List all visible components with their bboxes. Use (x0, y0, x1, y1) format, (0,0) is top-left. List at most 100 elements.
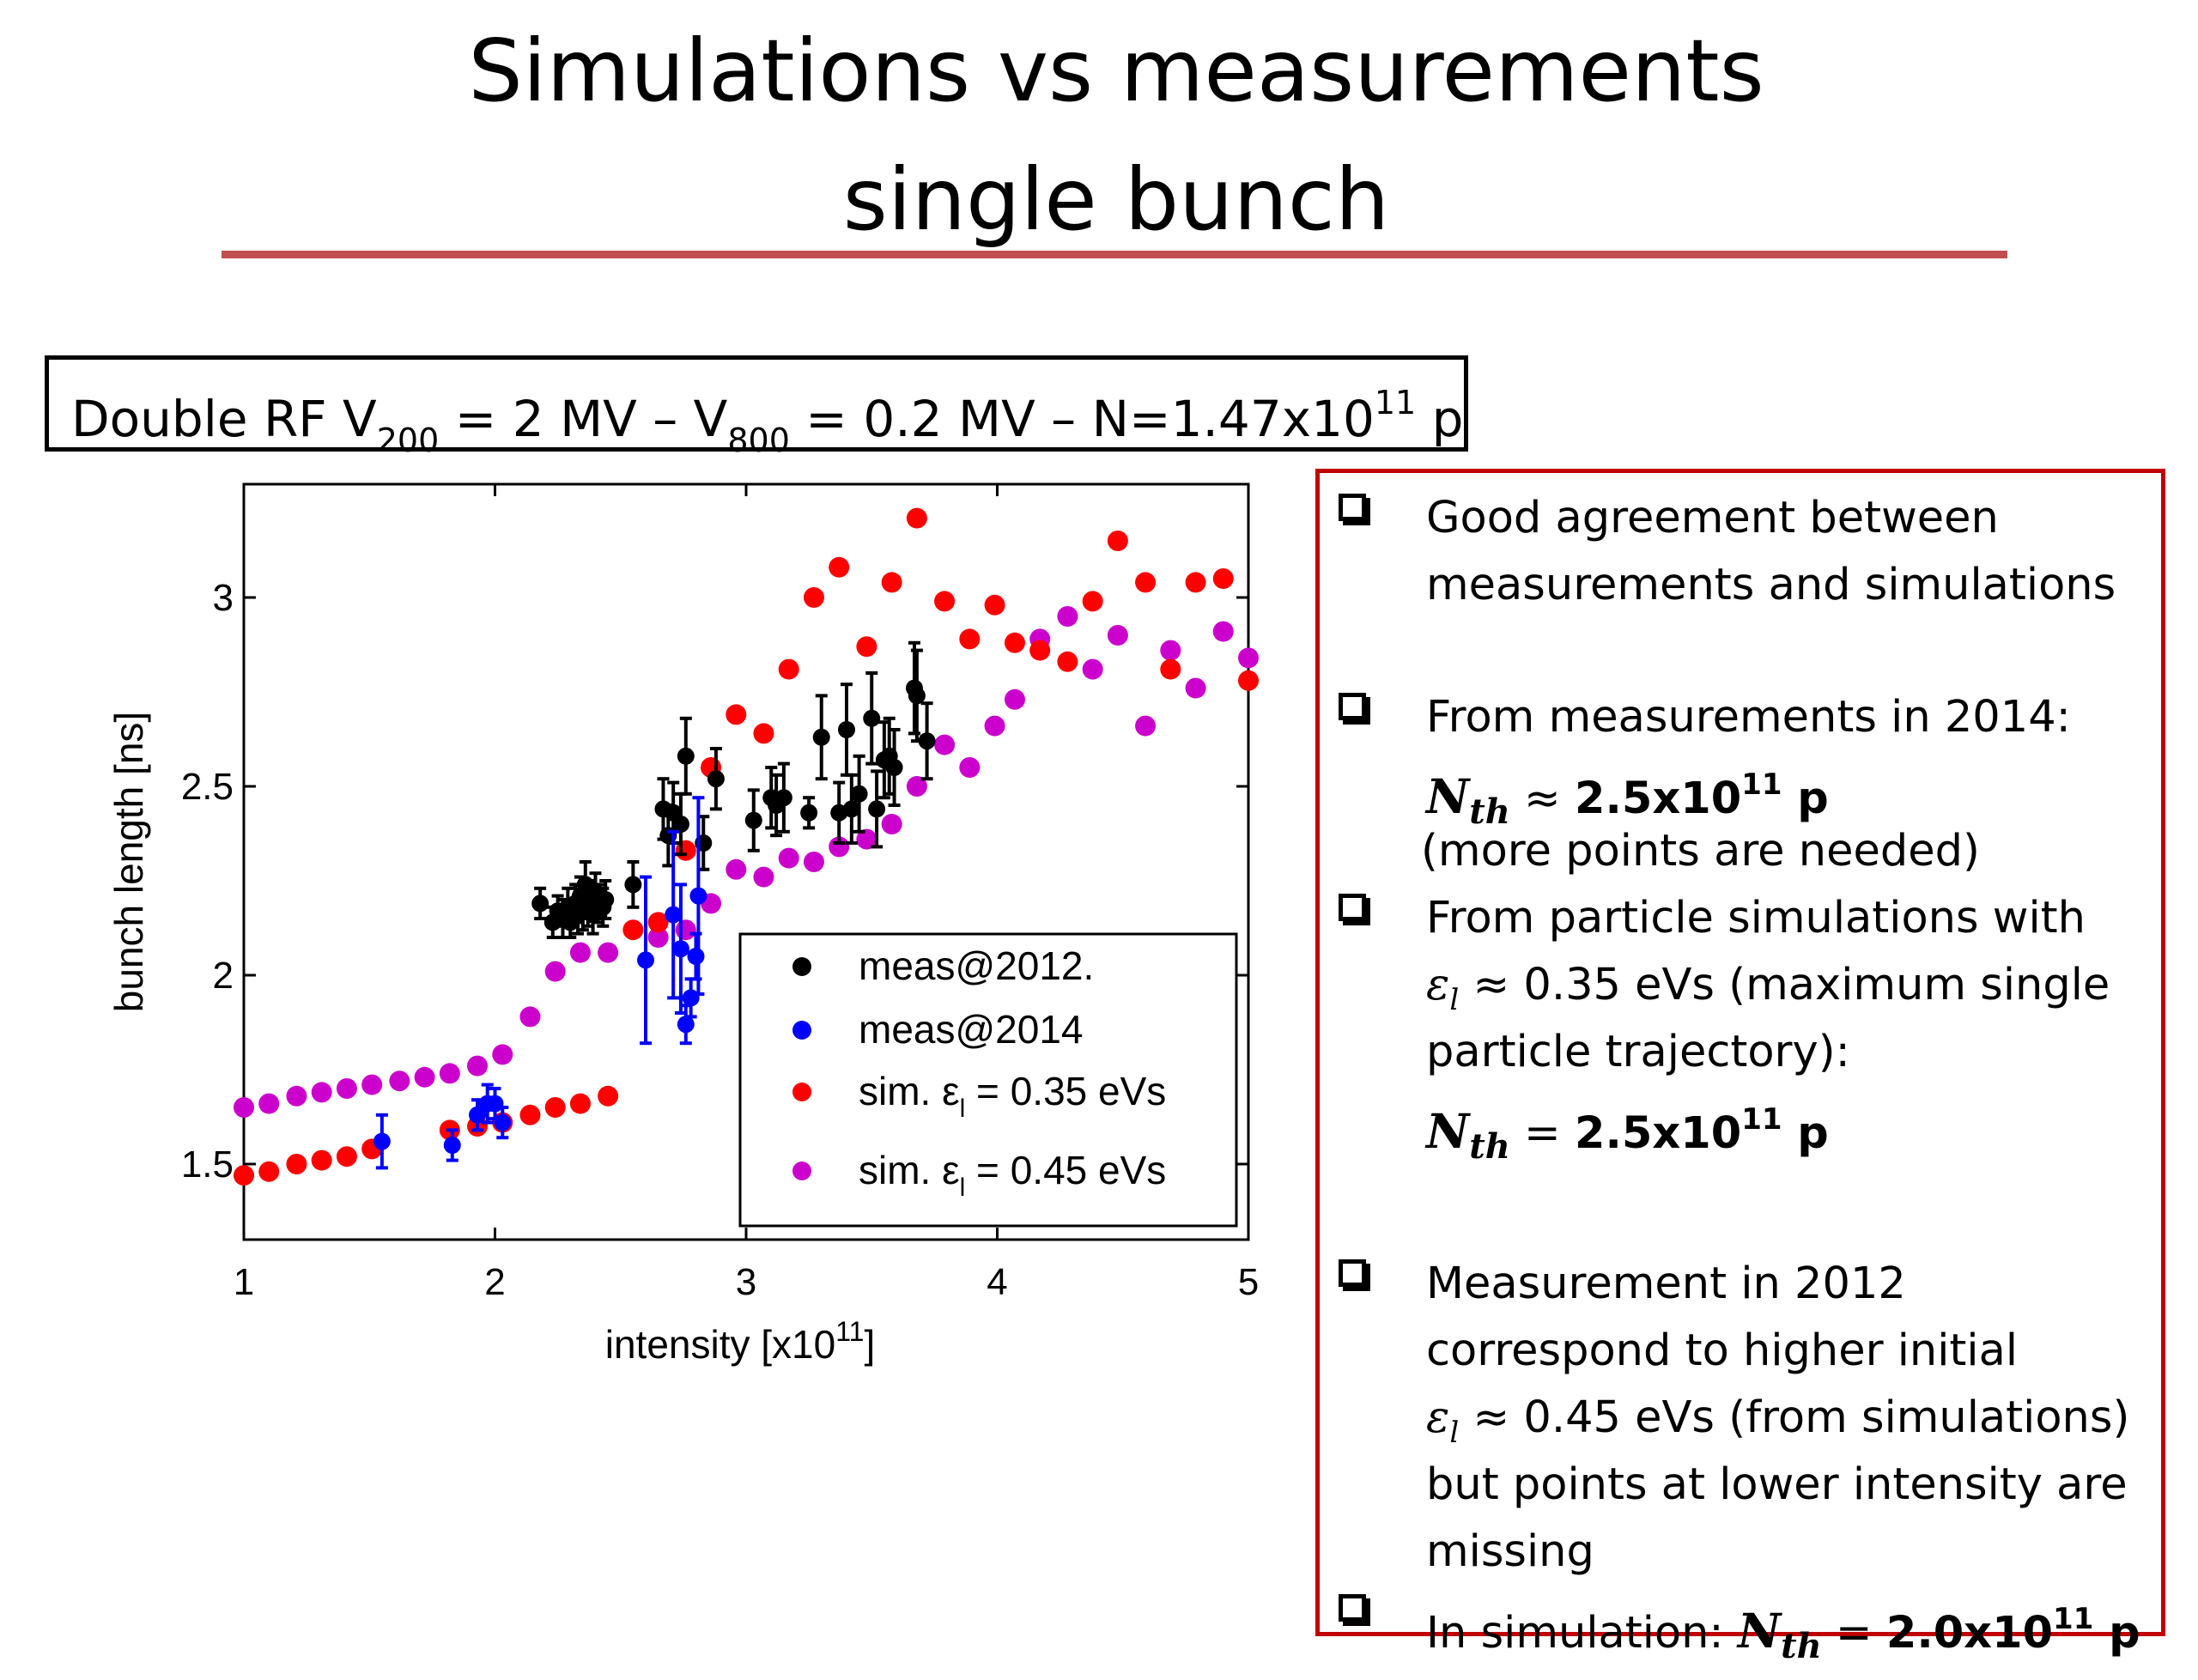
data-point (569, 942, 591, 963)
data-point (1135, 572, 1157, 593)
y-tick-label: 2.5 (181, 766, 234, 808)
data-point (637, 951, 654, 969)
n-letter: N (1737, 1603, 1782, 1659)
legend-marker (792, 957, 811, 976)
n-sub: th (1781, 1626, 1822, 1666)
data-point (744, 811, 762, 829)
data-point (597, 891, 615, 908)
data-point (414, 1066, 435, 1088)
x-tick-label: 3 (736, 1261, 756, 1303)
note-4-line-2: correspond to higher initial (1426, 1325, 2018, 1376)
note-3-line-4: Nth = 2.5x1011 p (1426, 1086, 1829, 1180)
value-unit: p (1782, 1108, 1829, 1159)
data-point (984, 715, 1005, 737)
approx-op: ≈ (1509, 773, 1575, 824)
data-point (665, 906, 683, 924)
eps-sub: l (1449, 1416, 1460, 1450)
n-th-symbol: Nth (1737, 1603, 1822, 1666)
data-point (492, 1044, 513, 1065)
value-base: 2.0x10 (1885, 1608, 2054, 1659)
legend-label-text: sim. ε (859, 1148, 960, 1192)
x-tick-label: 5 (1238, 1261, 1259, 1303)
value: 2.5x1011 p (1575, 767, 1829, 824)
value-unit: p (2093, 1608, 2140, 1659)
data-point (959, 628, 981, 650)
n-letter: N (1426, 1103, 1470, 1159)
data-point (934, 734, 956, 755)
data-point (812, 728, 830, 746)
value-exp: 11 (1741, 1102, 1782, 1137)
legend-label-end: = 0.45 eVs (965, 1148, 1166, 1192)
data-point (850, 785, 868, 803)
data-point (885, 759, 903, 776)
data-point (286, 1154, 307, 1174)
data-point (531, 895, 550, 913)
data-point (443, 1137, 461, 1154)
note-1-line-2: measurements and simulations (1426, 560, 2116, 610)
note-3-line-1: From particle simulations with (1426, 893, 2086, 943)
title-line-2: single bunch (842, 149, 1390, 250)
data-point (838, 721, 855, 738)
note-4-line-5: missing (1426, 1526, 1594, 1577)
data-point (803, 852, 824, 872)
data-point (918, 732, 936, 750)
data-point (1082, 658, 1103, 680)
value: 2.5x1011 p (1575, 1102, 1829, 1159)
checkbox-icon (1339, 1594, 1366, 1622)
axis-ticks: 1 2 3 4 5 1.5 2 2.5 3 (181, 484, 1259, 1303)
data-point (1212, 568, 1234, 589)
n-th-symbol: Nth (1426, 1103, 1510, 1167)
data-point (726, 858, 747, 880)
data-point (1082, 591, 1103, 612)
cond-text-1: Double RF V (71, 390, 377, 448)
cond-sup-1: 11 (1374, 384, 1417, 422)
data-point (622, 919, 644, 941)
data-point (671, 940, 689, 958)
series-3 (234, 606, 1259, 1118)
note-3-line-3: particle trajectory): (1426, 1027, 1850, 1077)
title-line-1: Simulations vs measurements (468, 21, 1764, 121)
n-sub: th (1469, 1126, 1510, 1167)
legend-label: sim. εl = 0.45 eVs (859, 1148, 1166, 1202)
checkbox-icon (1339, 894, 1366, 921)
data-point (868, 800, 886, 818)
data-point (753, 723, 774, 744)
checkbox-icon (1339, 494, 1366, 521)
data-point (361, 1074, 383, 1095)
data-point (234, 1165, 254, 1186)
checkbox-icon (1339, 693, 1366, 720)
data-point (258, 1093, 280, 1114)
data-point (1160, 658, 1181, 680)
data-point (439, 1063, 460, 1084)
cond-text-2: = 2 MV – V (439, 390, 728, 448)
data-point (467, 1055, 489, 1077)
legend-marker (792, 1083, 811, 1101)
data-point (774, 789, 792, 807)
data-point (469, 1106, 487, 1124)
data-point (829, 556, 850, 578)
y-tick-label: 3 (213, 577, 234, 619)
y-tick-label: 2 (213, 955, 234, 997)
data-point (1107, 625, 1128, 646)
data-point (598, 942, 619, 963)
data-point (1057, 606, 1078, 627)
data-point (1185, 677, 1206, 699)
data-point (677, 747, 695, 765)
data-point (1029, 640, 1051, 661)
note-5-line-1: In simulation: Nth = 2.0x1011 p (1426, 1586, 2140, 1680)
series-1 (373, 796, 707, 1170)
epsilon-symbol: εl (1426, 960, 1459, 1017)
data-point (778, 847, 799, 869)
note-4-line-4: but points at lower intensity are (1426, 1459, 2128, 1510)
data-point (778, 658, 799, 680)
eps-sub: l (1449, 983, 1460, 1017)
data-point (519, 1006, 541, 1028)
data-point (908, 687, 926, 705)
chart-marks (234, 507, 1259, 1186)
x-axis-label-text: intensity [x10 (605, 1322, 835, 1367)
legend-box (738, 932, 1238, 1228)
cond-sub-2: 800 (727, 422, 790, 459)
checkbox-icon (1339, 1259, 1366, 1287)
